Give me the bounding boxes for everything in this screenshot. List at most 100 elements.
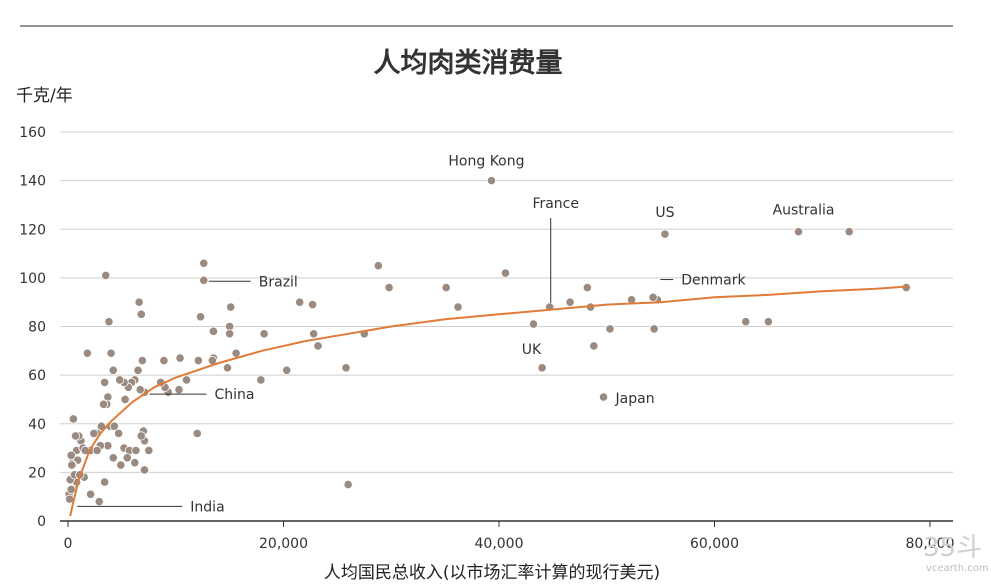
- y-tick-label: 80: [28, 320, 46, 336]
- data-point: [565, 297, 575, 307]
- annotation-label: France: [532, 196, 579, 212]
- data-point: [104, 317, 114, 327]
- x-axis-ticks: 0 20,000 40,000 60,000 80,000: [64, 521, 955, 552]
- data-point: [68, 414, 78, 424]
- scatter-points: [64, 176, 911, 507]
- data-point: [282, 365, 292, 375]
- data-point: [144, 445, 154, 456]
- data-point: [139, 465, 150, 475]
- data-point: [528, 319, 539, 329]
- x-tick-label: 40,000: [475, 536, 524, 552]
- trend-line: [69, 285, 909, 517]
- gridlines: [60, 131, 953, 473]
- data-point: [181, 375, 192, 385]
- data-point: [589, 341, 599, 351]
- data-point: [120, 394, 130, 405]
- annotation-label: Australia: [773, 203, 835, 219]
- y-tick-label: 100: [19, 271, 46, 287]
- data-point: [256, 375, 266, 385]
- annotation-label: UK: [522, 342, 542, 358]
- data-point: [373, 261, 383, 271]
- data-point: [108, 365, 118, 375]
- annotation-label: India: [190, 499, 224, 515]
- data-point: [92, 445, 102, 456]
- data-point: [295, 297, 305, 307]
- data-point: [135, 385, 145, 395]
- data-point: [605, 324, 615, 334]
- data-point: [131, 445, 141, 456]
- y-tick-label: 160: [19, 125, 46, 141]
- data-point: [101, 270, 111, 281]
- x-tick-label: 0: [64, 536, 73, 552]
- data-point: [86, 489, 96, 499]
- data-point: [763, 317, 773, 327]
- data-point: [100, 377, 110, 388]
- data-point: [193, 355, 203, 366]
- y-tick-label: 0: [37, 514, 46, 530]
- data-point: [100, 477, 110, 487]
- data-point: [66, 484, 76, 494]
- data-point: [67, 460, 77, 470]
- data-point: [453, 302, 463, 312]
- data-point: [103, 441, 113, 451]
- data-point: [313, 341, 323, 351]
- data-point: [648, 292, 658, 302]
- data-point: [94, 496, 104, 507]
- data-point: [441, 282, 451, 293]
- x-tick-label: 80,000: [906, 536, 955, 552]
- data-point: [222, 363, 233, 373]
- watermark-url: vcearth.com: [926, 563, 989, 574]
- data-point: [307, 300, 318, 310]
- data-point: [136, 431, 146, 441]
- data-point: [98, 399, 109, 409]
- data-point: [106, 348, 116, 358]
- data-point: [134, 297, 144, 307]
- data-point: [174, 385, 184, 395]
- data-point: [537, 363, 547, 373]
- y-tick-label: 140: [19, 174, 46, 190]
- data-point: [137, 355, 147, 366]
- watermark-logo: 35斗: [923, 533, 982, 563]
- y-tick-label: 40: [28, 417, 46, 433]
- data-point: [384, 282, 394, 293]
- data-point: [114, 428, 124, 439]
- data-point: [225, 329, 235, 339]
- data-point: [208, 326, 219, 336]
- data-point: [343, 479, 353, 490]
- data-point: [341, 363, 351, 373]
- annotation-label: US: [655, 205, 674, 221]
- x-tick-label: 20,000: [259, 536, 308, 552]
- data-point: [175, 353, 185, 363]
- data-point: [122, 453, 132, 463]
- annotation-label: China: [215, 387, 255, 403]
- data-point: [598, 392, 609, 402]
- data-point: [226, 302, 236, 312]
- data-point: [486, 176, 497, 186]
- data-point: [192, 428, 202, 439]
- data-point: [109, 421, 119, 431]
- data-point: [89, 428, 99, 439]
- chart-title: 人均肉类消费量: [374, 48, 563, 79]
- data-point: [159, 355, 169, 366]
- data-point: [309, 329, 319, 339]
- annotations: Hong Kong Australia US France Denmark UK Japan…: [77, 154, 835, 515]
- data-point: [259, 329, 269, 339]
- annotation-label: Denmark: [681, 273, 746, 289]
- y-tick-label: 20: [28, 465, 46, 481]
- data-point: [741, 317, 751, 327]
- annotation-label: Brazil: [259, 274, 298, 290]
- y-tick-label: 60: [28, 368, 46, 384]
- x-tick-label: 60,000: [690, 536, 739, 552]
- data-point: [500, 268, 511, 278]
- y-axis-label: 千克/年: [16, 86, 73, 106]
- data-point: [130, 458, 140, 468]
- data-point: [116, 460, 126, 470]
- data-point: [582, 282, 592, 293]
- data-point: [66, 450, 76, 460]
- data-point: [199, 258, 209, 268]
- data-point: [793, 227, 804, 237]
- data-point: [195, 312, 206, 322]
- y-axis-ticks: 0 20 40 60 80 100 120 140 160: [19, 125, 46, 530]
- data-point: [115, 375, 125, 385]
